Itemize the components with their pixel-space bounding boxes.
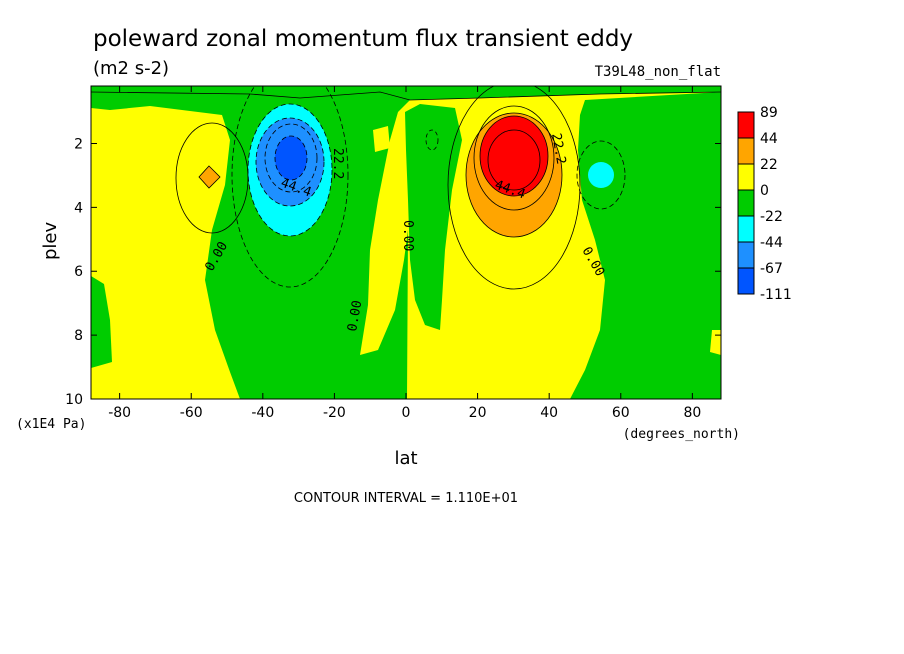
colorbar-swatch	[737, 189, 755, 217]
negative-spot-east	[588, 162, 614, 188]
colorbar-swatch	[737, 241, 755, 269]
colorbar-label: -22	[760, 209, 783, 225]
colorbar-swatch	[737, 163, 755, 191]
contour-label: 0.00	[345, 299, 365, 332]
contour-field	[91, 86, 721, 399]
colorbar-label: -44	[760, 235, 783, 251]
colorbar-label: 22	[760, 157, 778, 173]
x-tick-label: -60	[180, 405, 203, 421]
colorbar-label: 0	[760, 183, 769, 199]
positive-spot-west	[198, 165, 221, 189]
x-tick-label: -20	[323, 405, 346, 421]
x-tick-label: -80	[108, 405, 131, 421]
colorbar-label: 89	[760, 105, 778, 121]
contour-interval: CONTOUR INTERVAL = 1.110E+01	[294, 491, 518, 506]
colorbar-swatch	[737, 215, 755, 243]
x-tick-label: 80	[683, 405, 701, 421]
y-tick-label: 2	[74, 136, 83, 152]
contour-label: 0.00	[400, 220, 415, 251]
contour-lines	[91, 86, 721, 290]
x-tick-label: 20	[469, 405, 487, 421]
x-tick-label: 0	[402, 405, 411, 421]
x-tick-label: 40	[540, 405, 558, 421]
y-axis-units: (x1E4 Pa)	[16, 417, 86, 432]
colorbar-label: 44	[760, 131, 778, 147]
y-tick-label: 4	[74, 200, 83, 216]
colorbar-swatch	[737, 267, 755, 295]
y-tick-label: 10	[65, 392, 83, 408]
colorbar-swatch	[737, 111, 755, 139]
core-south-level3	[275, 136, 307, 180]
x-axis-label: lat	[394, 448, 417, 469]
colorbar-label: -67	[760, 261, 783, 277]
experiment-label: T39L48_non_flat	[595, 64, 721, 80]
x-axis: -80 -60 -40 -20 0 20 40 60 80	[108, 86, 701, 421]
x-tick-label: -40	[251, 405, 274, 421]
y-axis: 2 4 6 8 10	[65, 136, 721, 408]
negative-region-polar-north	[710, 330, 721, 355]
positive-patch-equator	[373, 126, 390, 152]
chart-units: (m2 s-2)	[93, 58, 169, 79]
colorbar-label: -111	[760, 287, 792, 303]
colorbar-swatch	[737, 137, 755, 165]
contour-label: 22.2	[330, 148, 345, 179]
colorbar: 89 44 22 0 -22 -44 -67 -111	[737, 105, 792, 303]
negative-region-equator	[405, 104, 462, 330]
negative-region-polar-south	[91, 276, 112, 368]
contour-label: 22.2	[548, 132, 568, 165]
y-tick-label: 8	[74, 328, 83, 344]
x-axis-units: (degrees_north)	[623, 427, 740, 442]
x-tick-label: 60	[612, 405, 630, 421]
negative-region-top	[91, 86, 721, 100]
chart-title: poleward zonal momentum flux transient e…	[93, 26, 633, 52]
y-tick-label: 6	[74, 264, 83, 280]
core-north-level2	[480, 116, 548, 196]
y-axis-label: plev	[40, 221, 61, 260]
